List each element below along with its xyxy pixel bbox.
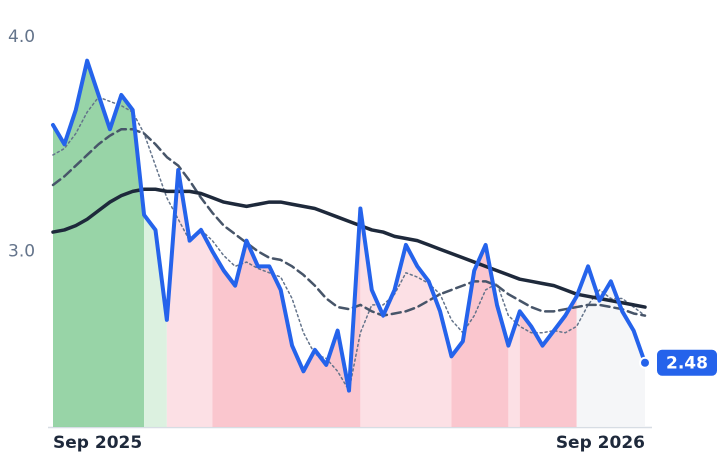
x-tick-label: Sep 2025: [53, 433, 142, 453]
regime-area: [360, 208, 452, 427]
last-point: [639, 356, 651, 369]
regime-area: [144, 214, 167, 427]
series-line: [51, 127, 647, 317]
regime-area: [576, 266, 645, 427]
regime-area: [519, 296, 577, 427]
series-line: [51, 187, 647, 309]
series-line: [51, 58, 647, 393]
y-tick-label: 4.0: [8, 27, 35, 47]
value-label: 2.48: [666, 354, 708, 374]
y-tick-label: 3.0: [8, 241, 35, 261]
x-tick-label: Sep 2026: [556, 433, 645, 453]
regime-area: [53, 60, 145, 427]
value-badge: [657, 349, 717, 376]
regime-area: [166, 169, 213, 427]
